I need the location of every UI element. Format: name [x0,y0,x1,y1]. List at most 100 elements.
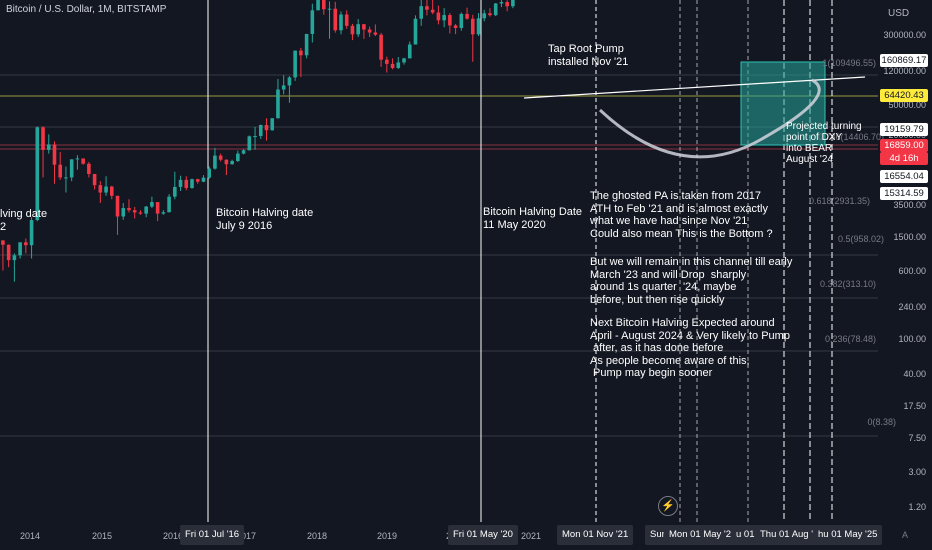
candle-body [419,6,424,19]
candle-body [178,179,183,187]
candle-body [81,158,85,164]
candle-body [58,164,63,178]
candle-body [258,125,263,137]
channel-top-line [523,76,866,99]
candle-body [98,185,103,193]
candle-body [322,0,326,10]
price-tag: 15314.59 [880,187,928,200]
candle-body [87,163,91,174]
candle-body [264,125,269,131]
candle-body [436,12,441,21]
candle-body [402,58,406,63]
candle-body [413,18,418,45]
candle-body [276,89,280,119]
candle-body [150,202,154,207]
candle-body [448,15,452,26]
candle-body [459,13,464,29]
candle-body [344,14,349,26]
candle-body [213,155,217,169]
candle-body [505,2,509,7]
y-tick-label: 17.50 [903,401,926,411]
candle-body [247,136,252,151]
candle-body [333,8,338,31]
candle-body [453,25,458,29]
chart-title: Bitcoin / U.S. Dollar, 1M, BITSTAMP [6,4,167,15]
annotation-channel-note: But we will remain in this channel till … [590,256,793,306]
x-tick-label: 2016 [163,531,184,541]
candle-body [109,186,114,196]
candle-body [253,136,257,138]
candle-body [190,179,194,188]
candle-body [121,208,126,217]
candle-body [104,186,108,193]
candle-body [115,195,120,217]
candle-body [356,24,360,35]
y-tick-label: 1.20 [908,502,926,512]
candle-body [373,32,378,35]
annotation-halving-2016: Bitcoin Halving date July 9 2016 [216,207,314,232]
lightning-icon[interactable]: ⚡ [658,496,678,516]
candle-body [287,77,292,86]
candle-body [18,242,22,256]
candle-body [1,240,5,245]
fib-level-label: 1(109496.55) [822,58,876,68]
candle-body [138,212,143,214]
candle-body [293,50,297,78]
candle-body [304,33,309,56]
candle-body [476,18,481,35]
candle-body [379,34,383,60]
y-tick-label: 100.00 [898,334,926,344]
candle-body [127,208,131,211]
fib-level-label: 0.618(2931.35) [808,196,870,206]
candle-body [218,155,223,160]
candle-body [92,173,97,186]
price-tag: 4d 16h [880,152,928,165]
candle-body [201,177,206,182]
annotation-ghost-note: The ghosted PA is taken from 2017 ATH to… [590,190,773,240]
y-tick-label: 3.00 [908,467,926,477]
fib-level-label: 0.382(313.10) [819,279,876,289]
candle-body [46,144,51,150]
candle-body [69,159,74,178]
candle-body [144,206,148,214]
candle-body [425,6,429,10]
candle-body [41,127,45,150]
x-tick-label: 2014 [20,531,41,541]
candle-body [499,2,504,4]
x-tick-label: 2018 [307,531,328,541]
price-tag: 16554.04 [880,170,928,183]
candle-body [339,14,343,31]
annotation-projection: Projected turning point of DXY into BEAR… [786,121,862,165]
candle-body [64,177,68,179]
y-tick-label: 120000.00 [883,66,926,76]
candle-body [396,62,401,68]
candle-body [310,10,315,34]
candle-body [488,13,492,16]
x-tick-label: 2019 [377,531,398,541]
candle-body [230,161,234,165]
candle-body [430,9,435,13]
y-tick-label: 40.00 [903,369,926,379]
candle-body [493,3,498,16]
candle-body [75,158,80,160]
candle-body [350,25,355,35]
fib-level-label: 0(8.38) [867,417,896,427]
auto-scale-button[interactable]: A [902,530,909,540]
y-tick-label: 300000.00 [883,30,926,40]
fib-level-label: 0.5(958.02) [837,234,884,244]
candle-body [6,244,11,261]
x-marker-label: Thu 01 Aug '24 [755,525,829,545]
currency-label: USD [888,8,910,19]
candle-body [155,202,160,214]
candle-body [207,168,211,178]
candle-body [241,150,246,154]
candle-body [362,24,366,30]
candle-body [385,59,389,64]
candle-body [173,186,177,197]
candle-body [407,44,412,59]
candle-body [299,50,303,56]
x-tick-label: 2017 [236,531,257,541]
annotation-halving-2020: Bitcoin Halving Date 11 May 2020 [483,206,583,231]
